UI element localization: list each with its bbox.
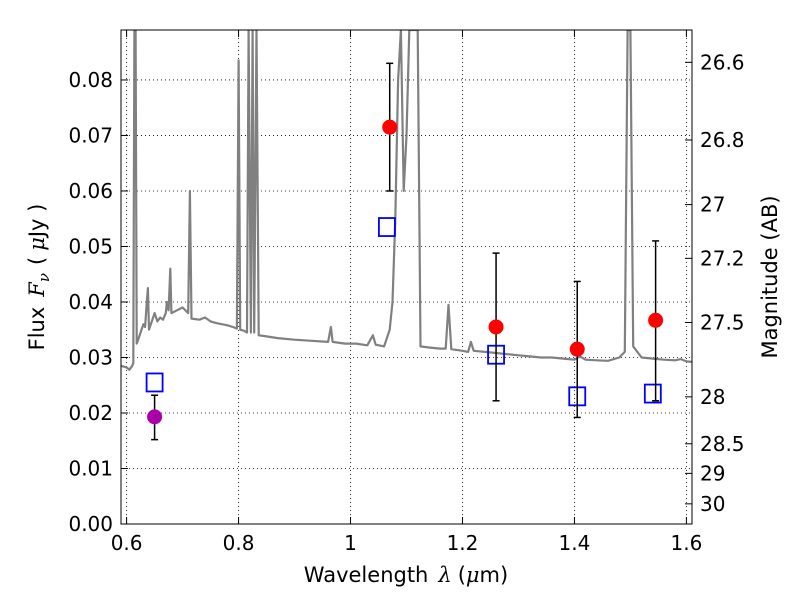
plot-frame bbox=[120, 29, 693, 525]
right-tick-label: 26.8 bbox=[700, 128, 745, 152]
y-axis-label: Flux Fν ( μJy ) bbox=[25, 204, 53, 351]
y-axis-label-right: Magnitude (AB) bbox=[758, 195, 782, 358]
y-tick-label: 0.06 bbox=[68, 179, 113, 203]
x-tick-label: 1.2 bbox=[447, 531, 479, 555]
marker-layer bbox=[145, 62, 664, 441]
x-tick-label: 1.6 bbox=[670, 531, 702, 555]
y-tick-label: 0.03 bbox=[68, 345, 113, 369]
y-tick-label: 0.08 bbox=[68, 68, 113, 92]
y-axis-label-sub: ν bbox=[35, 273, 53, 282]
right-tick-label: 27 bbox=[700, 193, 725, 217]
y-axis-label-symbol: F bbox=[25, 281, 49, 298]
right-tick-label: 26.6 bbox=[700, 50, 745, 74]
observed-red-point bbox=[648, 312, 664, 328]
x-axis-label-unit-rest: m) bbox=[480, 563, 509, 587]
x-axis-label-main: Wavelength bbox=[304, 563, 429, 587]
spectrum-layer bbox=[121, 30, 692, 371]
observed-magenta-point bbox=[147, 409, 163, 425]
right-tick-label: 27.2 bbox=[700, 246, 745, 270]
y-tick-label: 0.07 bbox=[68, 123, 113, 147]
y-tick-label: 0.01 bbox=[68, 456, 113, 480]
right-tick-label: 27.5 bbox=[700, 310, 745, 334]
observed-red-point bbox=[569, 341, 585, 357]
y-tick-label: 0.04 bbox=[68, 290, 113, 314]
y-axis-label-unit-mu: μ bbox=[25, 237, 49, 251]
tick-layer: 0.6 0.8 1 1.2 1.4 1.6 0.00 0.01 0.02 0.03 0.04 0.05… bbox=[68, 30, 745, 555]
right-tick-label: 29 bbox=[700, 461, 725, 485]
observed-red-point bbox=[382, 119, 398, 135]
observed-red-point bbox=[488, 319, 504, 335]
y-axis-label-main: Flux bbox=[25, 307, 49, 351]
x-axis-label-unit-open: ( bbox=[458, 563, 466, 587]
x-axis-label-unit-mu: μ bbox=[466, 563, 480, 587]
x-tick-label: 0.8 bbox=[223, 531, 255, 555]
right-tick-label: 28.5 bbox=[700, 432, 745, 456]
x-tick-label: 0.6 bbox=[111, 531, 143, 555]
x-axis-label-symbol: λ bbox=[437, 563, 451, 587]
y-tick-label: 0.00 bbox=[68, 512, 113, 536]
model-photometry-square bbox=[378, 217, 396, 237]
right-tick-label: 30 bbox=[700, 492, 725, 516]
model-photometry-square bbox=[643, 383, 662, 404]
model-photometry-square bbox=[145, 372, 164, 393]
y-tick-label: 0.02 bbox=[68, 401, 113, 425]
x-tick-label: 1.4 bbox=[559, 531, 591, 555]
x-tick-label: 1 bbox=[344, 531, 357, 555]
right-tick-label: 28 bbox=[700, 385, 725, 409]
y-axis-label-unit-rest: Jy ) bbox=[25, 204, 49, 240]
y-tick-label: 0.05 bbox=[68, 234, 113, 258]
model-spectrum-line bbox=[121, 30, 692, 371]
y-axis-label-unit-open: ( bbox=[25, 257, 49, 265]
x-axis-label: Wavelength λ (μm) bbox=[304, 563, 508, 587]
